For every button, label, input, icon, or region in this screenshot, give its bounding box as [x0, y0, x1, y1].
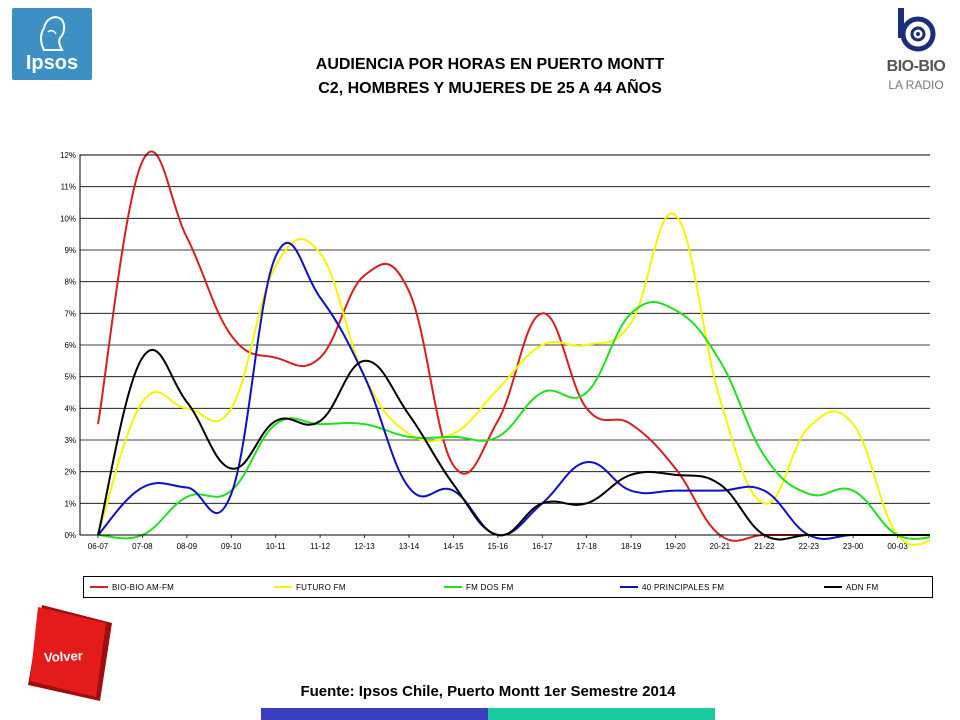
x-tick-label: 21-22	[754, 542, 775, 551]
series-line-futuro-fm	[97, 212, 930, 546]
x-tick-label: 12-13	[354, 542, 375, 551]
legend-label: FUTURO FM	[296, 582, 346, 592]
x-tick-label: 00-03	[887, 542, 908, 551]
x-tick-label: 14-15	[443, 542, 464, 551]
biobio-b-logo-icon	[898, 8, 936, 52]
legend-item: FM DOS FM	[444, 580, 514, 594]
chart-title-line2: C2, HOMBRES Y MUJERES DE 25 A 44 AÑOS	[318, 80, 662, 97]
x-tick-label: 16-17	[532, 542, 553, 551]
chart-title-line1: AUDIENCIA POR HORAS EN PUERTO MONTT	[315, 56, 665, 73]
x-tick-label: 10-11	[266, 542, 286, 551]
y-tick-label: 7%	[64, 309, 76, 318]
legend-label: ADN FM	[846, 582, 879, 592]
ipsos-face-logo-icon	[40, 16, 66, 51]
y-tick-label: 6%	[64, 341, 76, 350]
audience-line-chart: 0% 1% 2% 3% 4% 5% 6% 7% 8% 9% 10% 11% 12% 06-07 07-08…	[60, 150, 930, 551]
y-tick-label: 4%	[64, 404, 76, 413]
series-line-adn-fm	[97, 349, 930, 541]
y-tick-label: 5%	[64, 373, 76, 382]
biobio-logo-name: BIO-BIO	[886, 58, 946, 75]
legend-swatch	[274, 586, 292, 588]
x-tick-label: 17-18	[576, 542, 597, 551]
y-tick-label: 12%	[60, 151, 76, 160]
x-tick-label: 20-21	[710, 542, 731, 551]
y-tick-label: 8%	[64, 278, 76, 287]
volver-button-shape	[28, 605, 112, 701]
y-axis-ticks: 0% 1% 2% 3% 4% 5% 6% 7% 8% 9% 10% 11% 12%	[60, 151, 76, 540]
y-tick-label: 9%	[64, 246, 76, 255]
x-tick-label: 08-09	[177, 542, 198, 551]
biobio-logo-subtitle: LA RADIO	[888, 78, 944, 92]
series-line-40-principales-fm	[97, 241, 930, 540]
plot-border	[79, 154, 930, 536]
x-tick-label: 19-20	[665, 542, 686, 551]
x-axis-ticks: 06-07 07-08 08-09 09-10 10-11 11-12 12-13 13-14…	[88, 535, 908, 551]
x-tick-label: 13-14	[399, 542, 420, 551]
legend-item: 40 PRINCIPALES FM	[620, 580, 724, 594]
footer-bar-green	[488, 708, 715, 720]
y-tick-label: 1%	[64, 499, 76, 508]
legend-swatch	[620, 586, 638, 588]
source-note: Fuente: Ipsos Chile, Puerto Montt 1er Se…	[300, 683, 676, 700]
volver-button[interactable]: Volver	[28, 605, 112, 701]
y-tick-label: 11%	[61, 183, 76, 192]
legend-swatch	[90, 586, 108, 588]
legend-item: FUTURO FM	[274, 580, 346, 594]
y-tick-label: 2%	[64, 468, 76, 477]
y-tick-label: 3%	[64, 436, 76, 445]
ipsos-logo: Ipsos	[12, 8, 92, 80]
legend-item: ADN FM	[824, 580, 878, 594]
biobio-logo: BIO-BIO LA RADIO	[880, 8, 950, 98]
x-tick-label: 11-12	[310, 542, 330, 551]
x-tick-label: 09-10	[221, 542, 242, 551]
legend-label: 40 PRINCIPALES FM	[642, 582, 725, 592]
legend-swatch	[824, 586, 842, 588]
x-tick-label: 07-08	[132, 542, 153, 551]
legend-swatch	[444, 586, 462, 588]
legend-label: FM DOS FM	[466, 582, 514, 592]
volver-button-label: Volver	[43, 647, 84, 666]
chart-legend: BIO-BIO AM-FM FUTURO FM FM DOS FM 40 PRINCI…	[83, 576, 933, 598]
ipsos-logo-text: Ipsos	[25, 52, 79, 74]
x-tick-label: 23-00	[843, 542, 864, 551]
y-tick-label: 10%	[60, 214, 76, 223]
footer-bar-blue	[261, 708, 488, 720]
y-tick-label: 0%	[64, 531, 76, 540]
series-line-fm-dos-fm	[97, 301, 930, 540]
x-tick-label: 18-19	[621, 542, 642, 551]
x-tick-label: 15-16	[488, 542, 509, 551]
legend-label: BIO-BIO AM-FM	[112, 582, 175, 592]
x-tick-label: 06-07	[88, 542, 109, 551]
x-tick-label: 22-23	[799, 542, 820, 551]
legend-item: BIO-BIO AM-FM	[90, 580, 174, 594]
